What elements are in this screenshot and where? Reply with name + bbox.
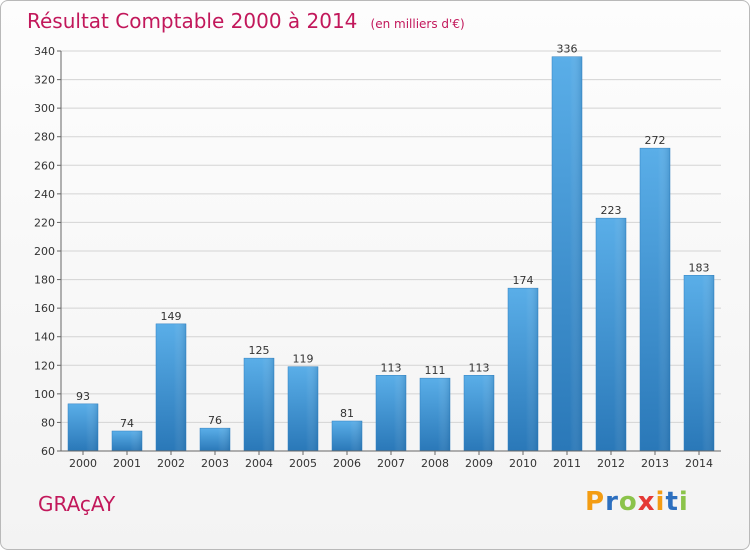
bar-shade: [508, 288, 538, 451]
chart-title: Résultat Comptable 2000 à 2014 (en milli…: [27, 9, 465, 33]
bar-value-label: 113: [381, 361, 402, 374]
x-tick-label: 2010: [509, 457, 537, 470]
bar-value-label: 111: [425, 364, 446, 377]
bar-value-label: 113: [469, 361, 490, 374]
y-tick-label: 60: [41, 445, 55, 458]
x-tick-label: 2003: [201, 457, 229, 470]
bar-shade: [684, 275, 714, 451]
bar-shade: [596, 218, 626, 451]
x-tick-label: 2011: [553, 457, 581, 470]
y-tick-label: 280: [34, 131, 55, 144]
logo-letter: i: [678, 487, 689, 517]
bar-value-label: 149: [161, 310, 182, 323]
bar-value-label: 223: [601, 204, 622, 217]
bar-value-label: 183: [689, 261, 710, 274]
bar-value-label: 125: [249, 344, 270, 357]
proxiti-logo: Proxiti: [585, 487, 689, 517]
bar-shade: [112, 431, 142, 451]
logo-letter: r: [605, 487, 619, 517]
bar-shade: [68, 403, 98, 451]
y-tick-label: 80: [41, 416, 55, 429]
chart-unit-text: (en milliers d'€): [370, 17, 465, 31]
x-tick-label: 2005: [289, 457, 317, 470]
bar-shade: [200, 428, 230, 451]
bar-shade: [156, 323, 186, 451]
bar-shade: [640, 148, 670, 451]
bar-shade: [244, 358, 274, 451]
x-tick-label: 2004: [245, 457, 273, 470]
logo-letter: x: [637, 487, 656, 517]
y-tick-label: 200: [34, 245, 55, 258]
bar-shade: [552, 56, 582, 451]
x-tick-label: 2007: [377, 457, 405, 470]
bar-value-label: 336: [557, 43, 578, 56]
x-tick-label: 2000: [69, 457, 97, 470]
bar-value-label: 174: [513, 274, 534, 287]
bar-value-label: 81: [340, 407, 354, 420]
x-tick-label: 2009: [465, 457, 493, 470]
bar-shade: [332, 421, 362, 451]
x-tick-label: 2002: [157, 457, 185, 470]
commune-name: GRAçAY: [38, 492, 116, 516]
y-tick-label: 120: [34, 359, 55, 372]
x-tick-label: 2013: [641, 457, 669, 470]
logo-letter: o: [618, 487, 638, 517]
y-tick-label: 160: [34, 302, 55, 315]
bar-value-label: 93: [76, 390, 90, 403]
bar-value-label: 76: [208, 414, 222, 427]
x-tick-label: 2014: [685, 457, 713, 470]
y-tick-label: 300: [34, 102, 55, 115]
y-tick-label: 260: [34, 159, 55, 172]
y-tick-label: 220: [34, 216, 55, 229]
y-tick-label: 320: [34, 74, 55, 87]
logo-letter: t: [665, 487, 679, 517]
y-tick-label: 240: [34, 188, 55, 201]
y-tick-label: 180: [34, 274, 55, 287]
bar-shade: [376, 375, 406, 451]
y-tick-label: 140: [34, 331, 55, 344]
x-tick-label: 2008: [421, 457, 449, 470]
bar-value-label: 74: [120, 417, 134, 430]
x-tick-label: 2001: [113, 457, 141, 470]
logo-letter: i: [655, 487, 666, 517]
bar-value-label: 119: [293, 353, 314, 366]
x-tick-label: 2012: [597, 457, 625, 470]
bar-value-label: 272: [645, 134, 666, 147]
bar-shade: [420, 378, 450, 451]
y-tick-label: 100: [34, 388, 55, 401]
bar-shade: [464, 375, 494, 451]
x-tick-label: 2006: [333, 457, 361, 470]
y-tick-label: 340: [34, 45, 55, 58]
bar-shade: [288, 366, 318, 451]
logo-letter: P: [585, 487, 606, 517]
chart-title-text: Résultat Comptable 2000 à 2014: [27, 9, 358, 33]
